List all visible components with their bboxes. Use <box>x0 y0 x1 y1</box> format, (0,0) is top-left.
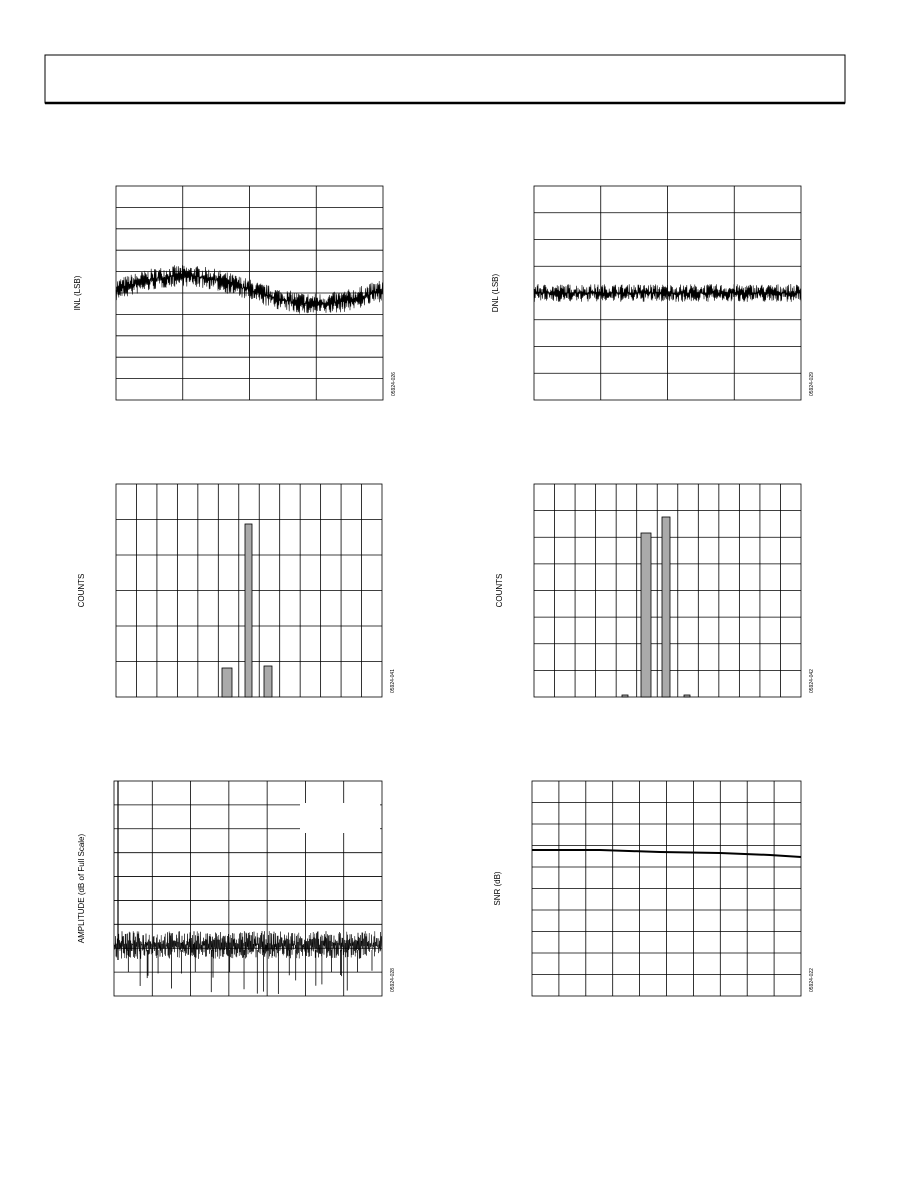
y-axis-label: INL (LSB) <box>73 275 82 310</box>
legend-area <box>265 208 315 216</box>
trace <box>115 265 384 314</box>
figure: SNR (dB) 05924-022 <box>493 780 815 997</box>
histogram-bar <box>661 516 671 698</box>
figure-code: 05924-028 <box>390 968 396 992</box>
figure-code: 05924-029 <box>809 372 815 396</box>
histogram-bar <box>683 694 691 698</box>
legend-area <box>300 803 380 833</box>
header-box <box>44 54 846 104</box>
y-axis-label: SNR (dB) <box>493 871 502 906</box>
histogram-bar <box>244 523 253 698</box>
figure-code: 05924-026 <box>391 372 397 396</box>
figure: INL (LSB) 05924-026 <box>73 185 397 401</box>
histogram-bar <box>640 532 652 698</box>
trace <box>533 283 802 302</box>
figure-code: 05924-022 <box>809 968 815 992</box>
figure-code: 05924-042 <box>809 669 815 693</box>
histogram-bar <box>263 665 273 698</box>
figure-code: 05924-041 <box>390 669 396 693</box>
figure: COUNTS 05924-042 <box>495 483 815 698</box>
y-axis-label: DNL (LSB) <box>491 273 500 312</box>
trace <box>113 931 382 959</box>
y-axis-label: COUNTS <box>77 574 86 608</box>
legend-area <box>670 187 730 212</box>
plot-frame <box>113 780 383 997</box>
y-axis-label: AMPLITUDE (dB of Full Scale) <box>77 833 86 943</box>
y-axis-label: COUNTS <box>495 574 504 608</box>
histogram-bar <box>221 667 233 698</box>
trace <box>532 849 802 858</box>
histogram-bar <box>621 694 629 698</box>
legend-area <box>250 187 310 207</box>
figure: COUNTS 05924-041 <box>77 483 396 698</box>
